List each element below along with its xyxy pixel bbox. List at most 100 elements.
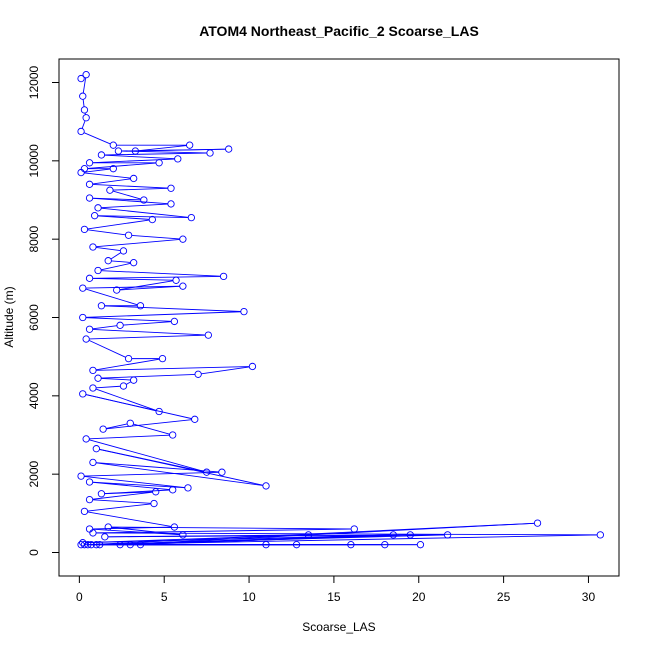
series-segment (92, 277, 173, 281)
data-point (124, 231, 133, 239)
series-segment (133, 423, 170, 435)
series-segment (83, 132, 111, 145)
series-segment (92, 481, 185, 489)
x-tick-label: 20 (412, 590, 426, 604)
data-point (533, 519, 542, 527)
data-point (79, 539, 87, 547)
data-point (77, 168, 85, 177)
plot-frame (58, 58, 620, 577)
data-point (90, 212, 99, 220)
series-segment (138, 145, 187, 152)
data-point (97, 490, 106, 498)
series-segment (111, 260, 131, 263)
data-point (179, 235, 187, 243)
series-segment (101, 373, 195, 379)
series-segment (133, 534, 408, 546)
series-segment (99, 448, 264, 486)
data-point (126, 419, 134, 427)
series-segment (96, 246, 121, 251)
series-segment (89, 434, 170, 440)
data-point (170, 317, 179, 326)
y-axis: 0 2000 4000 6000 8000 10000 12000 (27, 65, 60, 556)
series-segment (96, 366, 250, 371)
data-point (158, 354, 167, 363)
data-point (225, 145, 233, 153)
data-point (85, 194, 94, 202)
data-point (113, 286, 121, 294)
data-point (96, 541, 104, 549)
data-point (89, 366, 97, 375)
y-tick-label: 0 (27, 549, 41, 556)
data-point (97, 151, 106, 159)
data-point (194, 370, 202, 378)
data-point (89, 458, 97, 467)
data-point (109, 165, 117, 173)
data-point (443, 531, 452, 539)
series-segment (97, 215, 150, 220)
data-point (240, 307, 248, 316)
x-tick-label: 15 (327, 590, 341, 604)
data-point (99, 425, 107, 433)
data-point (82, 71, 90, 79)
data-point (126, 541, 134, 549)
data-point (347, 541, 355, 549)
data-point (596, 531, 604, 539)
data-point (104, 257, 112, 265)
x-tick-label: 5 (161, 590, 168, 604)
data-point (94, 266, 102, 275)
data-point (94, 204, 102, 212)
data-point (186, 141, 194, 149)
series-segment (84, 471, 219, 477)
data-point (206, 149, 214, 157)
data-point (204, 331, 212, 339)
data-point (191, 415, 199, 423)
data-point (150, 499, 158, 508)
series-segment (104, 154, 175, 160)
data-point (77, 127, 85, 136)
series-segment (81, 120, 86, 129)
data-point (130, 174, 138, 183)
x-tick-label: 25 (497, 590, 511, 604)
series-segment (92, 184, 168, 189)
data-point (167, 184, 175, 192)
data-point (179, 282, 187, 290)
data-point (79, 313, 87, 322)
data-point (292, 541, 301, 549)
data-point (155, 407, 163, 416)
data-point (85, 325, 94, 333)
data-point (172, 276, 180, 284)
data-point (248, 362, 257, 371)
series-segment (87, 503, 151, 512)
series-segment (88, 339, 126, 358)
series-segment (85, 288, 138, 306)
data-point (77, 472, 85, 480)
series-segment (96, 462, 219, 473)
x-tick-label: 30 (582, 590, 596, 604)
data-point (187, 213, 196, 222)
series-segment (89, 439, 204, 472)
series-segment (101, 207, 189, 218)
series-segment (96, 462, 263, 486)
data-point (85, 159, 94, 167)
data-point (152, 488, 160, 496)
data-point (124, 354, 133, 363)
data-point (116, 321, 124, 329)
series-segment (85, 311, 241, 318)
y-tick-label: 2000 (27, 460, 41, 487)
series-segment (126, 381, 132, 385)
series-segment (110, 252, 122, 260)
series-segment (101, 377, 131, 381)
data-point (79, 284, 87, 292)
data-point (79, 92, 87, 100)
y-tick-label: 6000 (27, 304, 41, 331)
series-segment (119, 280, 174, 291)
data-point (79, 390, 87, 398)
series-group (77, 71, 604, 549)
data-point (101, 533, 109, 541)
data-point (262, 482, 270, 490)
x-tick-label: 10 (242, 590, 256, 604)
y-axis-label: Altitude (m) (2, 286, 16, 347)
series-segment (96, 528, 352, 534)
data-point (87, 541, 95, 549)
data-point (80, 106, 89, 114)
